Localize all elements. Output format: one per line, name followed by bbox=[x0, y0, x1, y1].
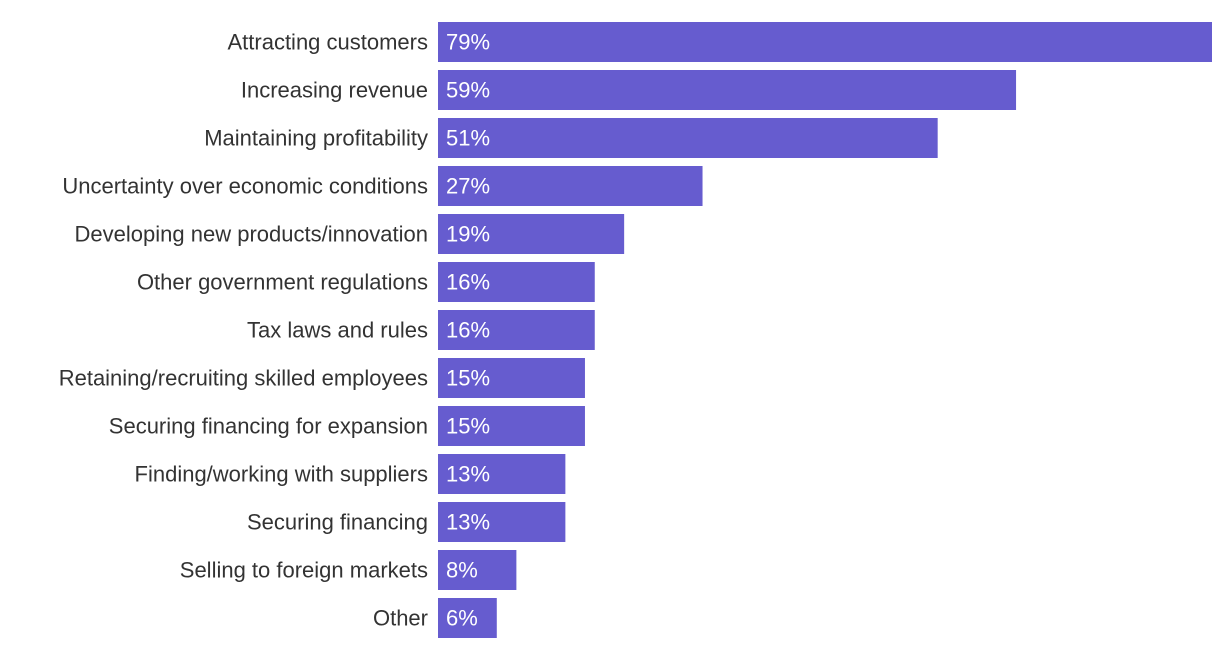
value-label: 51% bbox=[446, 126, 490, 151]
bar-row: Finding/working with suppliers 13% bbox=[135, 454, 566, 494]
bar bbox=[438, 550, 517, 590]
bar-row: Other 6% bbox=[373, 598, 497, 638]
value-label: 8% bbox=[446, 558, 478, 583]
bar bbox=[438, 214, 625, 254]
bar-row: Attracting customers 79% bbox=[227, 22, 1212, 62]
bar-row: Developing new products/innovation 19% bbox=[75, 214, 625, 254]
bar bbox=[438, 454, 566, 494]
bar-row: Selling to foreign markets 8% bbox=[180, 550, 517, 590]
category-label: Selling to foreign markets bbox=[180, 558, 428, 583]
bar bbox=[438, 406, 585, 446]
bar-row: Uncertainty over economic conditions 27% bbox=[62, 166, 703, 206]
bar-row: Retaining/recruiting skilled employees 15… bbox=[59, 358, 585, 398]
bar bbox=[438, 70, 1017, 110]
category-label: Maintaining profitability bbox=[204, 126, 428, 151]
bar bbox=[438, 310, 595, 350]
bar bbox=[438, 502, 566, 542]
bar-row: Securing financing 13% bbox=[247, 502, 566, 542]
value-label: 59% bbox=[446, 78, 490, 103]
bar-row: Tax laws and rules 16% bbox=[247, 310, 595, 350]
bar bbox=[438, 166, 703, 206]
category-label: Attracting customers bbox=[227, 30, 428, 55]
category-label: Developing new products/innovation bbox=[75, 222, 428, 247]
bar bbox=[438, 358, 585, 398]
category-label: Retaining/recruiting skilled employees bbox=[59, 366, 428, 391]
category-label: Increasing revenue bbox=[241, 78, 428, 103]
value-label: 19% bbox=[446, 222, 490, 247]
category-label: Other government regulations bbox=[137, 270, 428, 295]
bar bbox=[438, 22, 1212, 62]
bar bbox=[438, 598, 497, 638]
value-label: 16% bbox=[446, 318, 490, 343]
bar bbox=[438, 118, 938, 158]
value-label: 15% bbox=[446, 366, 490, 391]
value-label: 15% bbox=[446, 414, 490, 439]
bar-row: Maintaining profitability 51% bbox=[204, 118, 938, 158]
value-label: 13% bbox=[446, 510, 490, 535]
category-label: Securing financing bbox=[247, 510, 428, 535]
category-label: Securing financing for expansion bbox=[109, 414, 428, 439]
category-label: Finding/working with suppliers bbox=[135, 462, 428, 487]
value-label: 6% bbox=[446, 606, 478, 631]
bar-row: Increasing revenue 59% bbox=[241, 70, 1017, 110]
bar bbox=[438, 262, 595, 302]
value-label: 79% bbox=[446, 30, 490, 55]
bar-row: Securing financing for expansion 15% bbox=[109, 406, 585, 446]
category-label: Other bbox=[373, 606, 428, 631]
value-label: 13% bbox=[446, 462, 490, 487]
value-label: 16% bbox=[446, 270, 490, 295]
value-label: 27% bbox=[446, 174, 490, 199]
bar-row: Other government regulations 16% bbox=[137, 262, 595, 302]
category-label: Tax laws and rules bbox=[247, 318, 428, 343]
category-label: Uncertainty over economic conditions bbox=[62, 174, 428, 199]
